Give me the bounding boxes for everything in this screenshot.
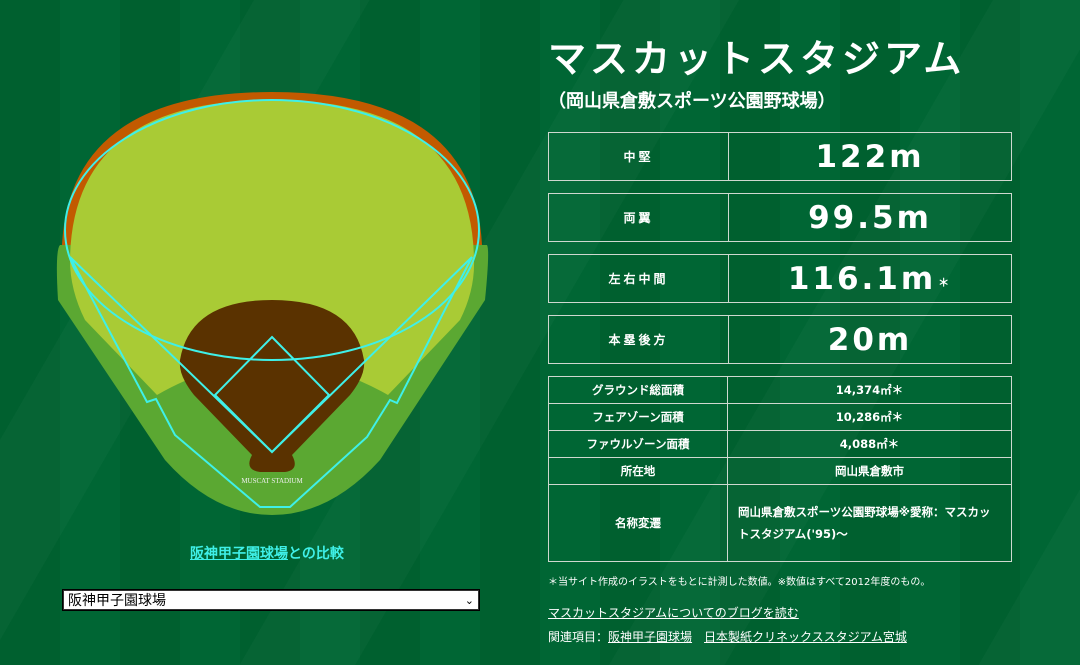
- table-row: ファウルゾーン面積 4,088㎡＊: [548, 430, 1012, 458]
- related-link[interactable]: 阪神甲子園球場: [608, 630, 693, 644]
- footnote: ＊当サイト作成のイラストをもとに計測した数値。※数値はすべて2012年度のもの。: [548, 577, 931, 588]
- table-row: 所在地 岡山県倉敷市: [548, 457, 1012, 485]
- detail-label: フェアゾーン面積: [548, 403, 728, 431]
- related-link[interactable]: 日本製紙クリネックススタジアム宮城: [704, 630, 907, 644]
- related-label: 関連項目：: [548, 630, 609, 644]
- stat-label: 左右中間: [549, 255, 729, 302]
- stat-label: 本塁後方: [549, 316, 729, 363]
- infield-dirt: [179, 300, 365, 472]
- comparison-suffix: との比較: [288, 546, 344, 562]
- related-items: 関連項目：阪神甲子園球場 日本製紙クリネックススタジアム宮城: [548, 628, 919, 645]
- stat-value: 122m: [815, 138, 925, 175]
- stat-value: 99.5m: [808, 199, 932, 236]
- stat-row: 両翼 99.5m: [548, 193, 1012, 242]
- comparison-overlay: [64, 99, 480, 508]
- comparison-link[interactable]: 阪神甲子園球場: [190, 546, 288, 562]
- detail-value: 岡山県倉敷スポーツ公園野球場※愛称：マスカットスタジアム('95)～: [727, 484, 1012, 562]
- stat-mark: ＊: [938, 276, 953, 289]
- stat-row: 中堅 122m: [548, 132, 1012, 181]
- table-row: 名称変遷 岡山県倉敷スポーツ公園野球場※愛称：マスカットスタジアム('95)～: [548, 484, 1012, 562]
- detail-value: 14,374㎡＊: [727, 376, 1012, 404]
- stadium-name-label: MUSCAT STADIUM: [241, 477, 303, 485]
- chevron-down-icon: ⌄: [464, 594, 474, 607]
- page-subtitle: （岡山県倉敷スポーツ公園野球場）: [548, 91, 836, 112]
- table-row: グラウンド総面積 14,374㎡＊: [548, 376, 1012, 404]
- selected-value: 阪神甲子園球場: [68, 593, 166, 609]
- stat-label: 両翼: [549, 194, 729, 241]
- detail-label: 名称変遷: [548, 484, 728, 562]
- detail-label: グラウンド総面積: [548, 376, 728, 404]
- outfield: [70, 100, 475, 395]
- page-title: マスカットスタジアム: [548, 37, 966, 81]
- stat-value: 20m: [827, 321, 913, 358]
- comparison-select[interactable]: 阪神甲子園球場 ⌄: [62, 589, 480, 611]
- detail-label: ファウルゾーン面積: [548, 430, 728, 458]
- detail-value: 岡山県倉敷市: [727, 457, 1012, 485]
- stat-row: 左右中間 116.1m ＊: [548, 254, 1012, 303]
- details-table: グラウンド総面積 14,374㎡＊ フェアゾーン面積 10,286㎡＊ ファウルゾー…: [548, 376, 1012, 562]
- comparison-heading: 阪神甲子園球場との比較: [190, 543, 344, 563]
- stadium-diagram: MUSCAT STADIUM: [56, 92, 489, 515]
- stat-row: 本塁後方 20m: [548, 315, 1012, 364]
- detail-label: 所在地: [548, 457, 728, 485]
- stat-label: 中堅: [549, 133, 729, 180]
- diamond: [213, 335, 331, 454]
- detail-value: 10,286㎡＊: [727, 403, 1012, 431]
- table-row: フェアゾーン面積 10,286㎡＊: [548, 403, 1012, 431]
- stat-value: 116.1m: [787, 260, 937, 297]
- detail-value: 4,088㎡＊: [727, 430, 1012, 458]
- blog-link[interactable]: マスカットスタジアムについてのブログを読む: [548, 606, 799, 620]
